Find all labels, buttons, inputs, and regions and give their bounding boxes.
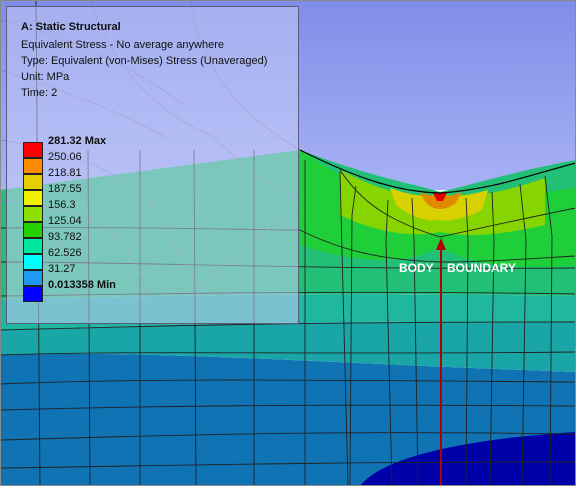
legend-swatch bbox=[23, 222, 43, 238]
result-type: Type: Equivalent (von-Mises) Stress (Una… bbox=[21, 55, 268, 67]
legend-level-label: 93.782 bbox=[48, 231, 82, 243]
boundary-arrowhead bbox=[436, 238, 446, 250]
legend-swatch bbox=[23, 158, 43, 174]
legend-swatch bbox=[23, 270, 43, 286]
legend-swatch bbox=[23, 206, 43, 222]
band-red bbox=[433, 193, 447, 201]
analysis-title: A: Static Structural bbox=[21, 21, 121, 33]
legend-min-label: 0.013358 Min bbox=[48, 279, 116, 291]
legend-level-label: 187.55 bbox=[48, 183, 82, 195]
result-unit: Unit: MPa bbox=[21, 71, 70, 83]
legend-level-label: 250.06 bbox=[48, 151, 82, 163]
boundary-label: BOUNDARY bbox=[447, 261, 516, 275]
legend-level-label: 125.04 bbox=[48, 215, 82, 227]
legend-swatch bbox=[23, 238, 43, 254]
legend-level-label: 62.526 bbox=[48, 247, 82, 259]
result-name: Equivalent Stress - No average anywhere bbox=[21, 39, 224, 51]
result-info-panel[interactable]: A: Static Structural Equivalent Stress -… bbox=[6, 6, 299, 324]
legend-swatch bbox=[23, 286, 43, 302]
legend-swatch bbox=[23, 142, 43, 158]
legend-level-label: 31.27 bbox=[48, 263, 76, 275]
band-green bbox=[300, 150, 576, 268]
legend-max-label: 281.32 Max bbox=[48, 135, 107, 147]
legend-swatch bbox=[23, 190, 43, 206]
legend-level-label: 156.3 bbox=[48, 199, 76, 211]
contact-boundary-curve bbox=[299, 149, 576, 194]
legend-swatch bbox=[23, 254, 43, 270]
band-teal bbox=[0, 321, 576, 372]
body-label: BODY bbox=[399, 261, 434, 275]
result-time: Time: 2 bbox=[21, 87, 58, 99]
legend-level-label: 218.81 bbox=[48, 167, 82, 179]
legend-swatch bbox=[23, 174, 43, 190]
